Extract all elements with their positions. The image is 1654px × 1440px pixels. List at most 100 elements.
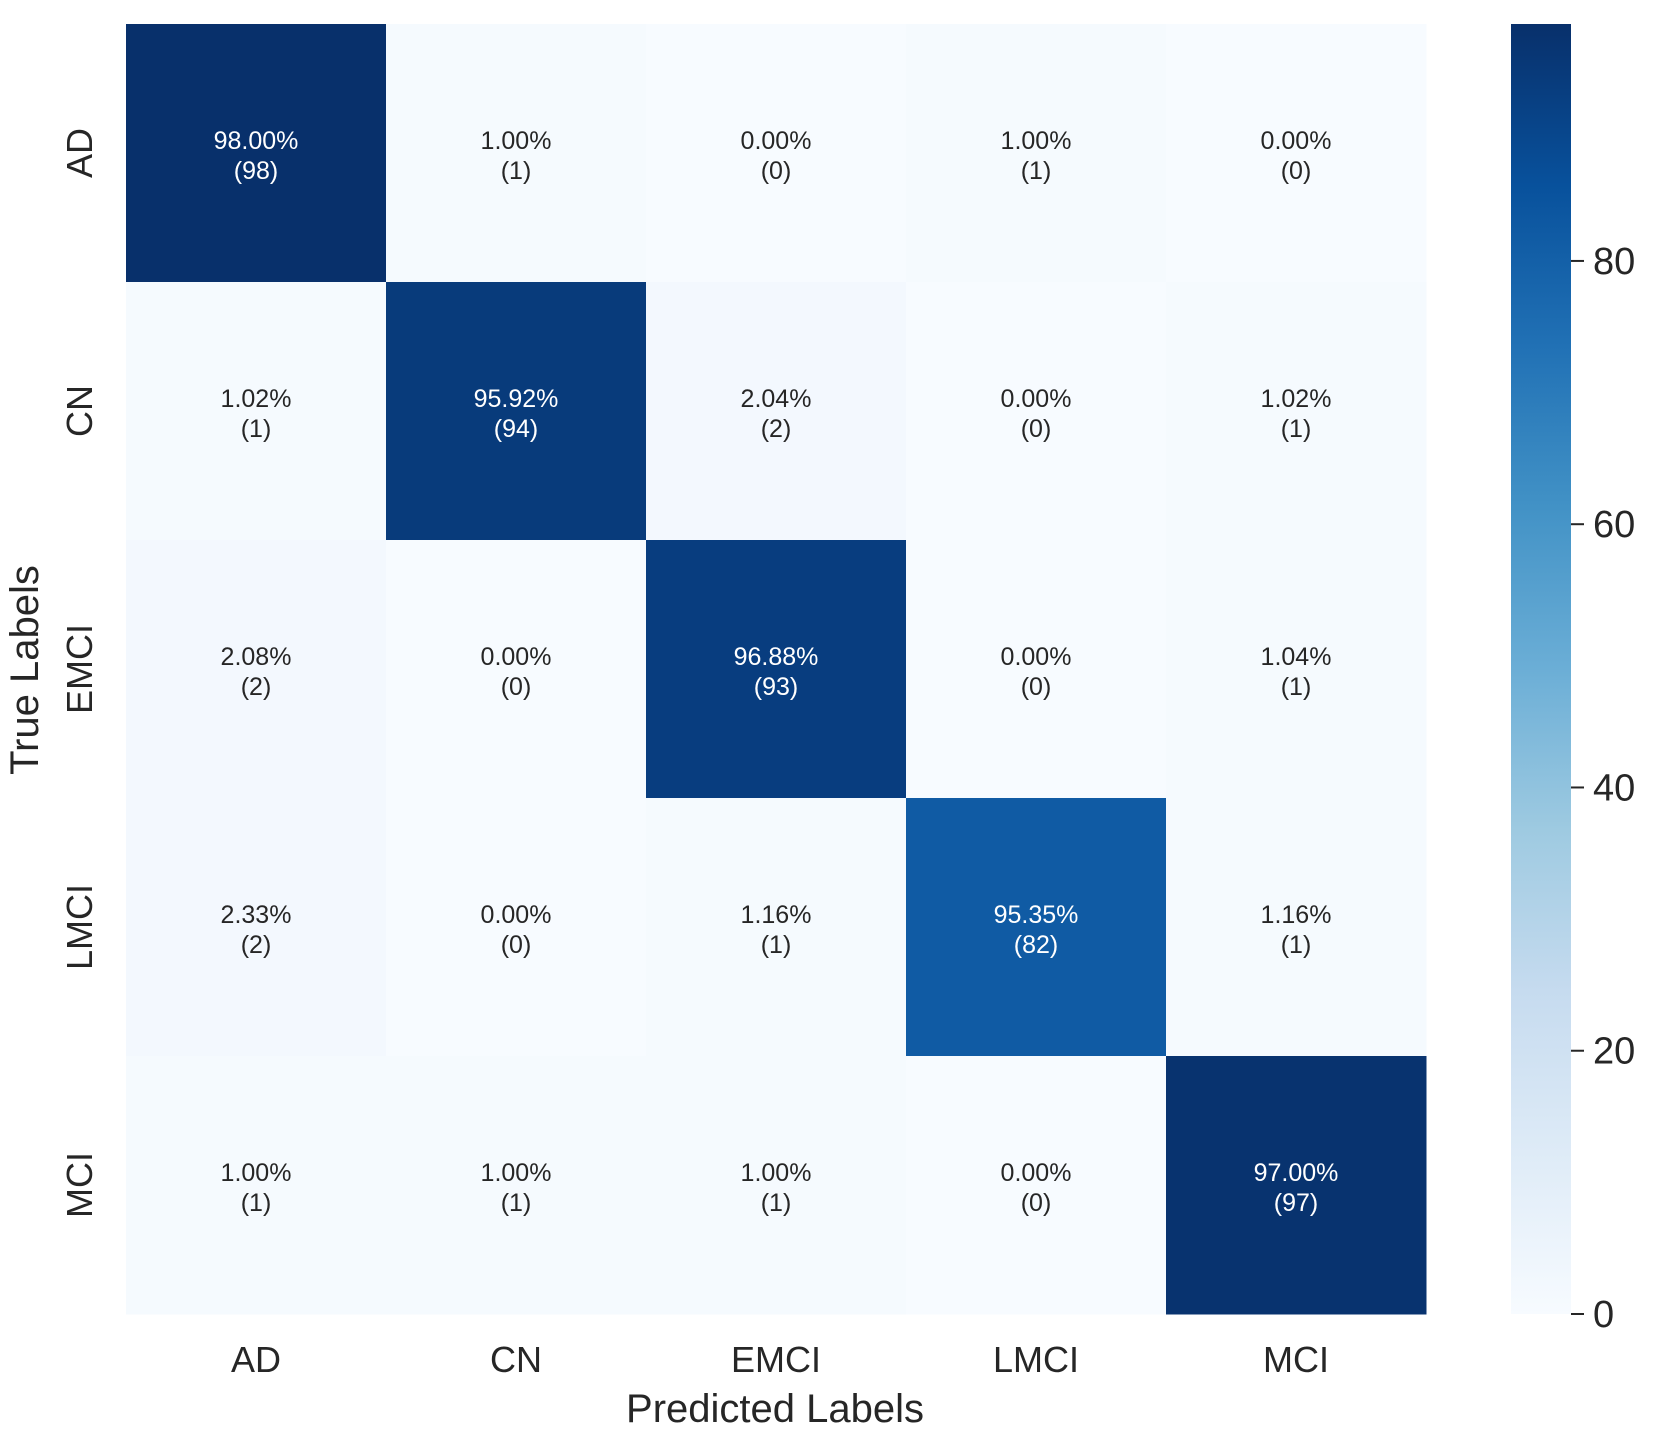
cell-count-label: (1) — [501, 157, 532, 185]
cell-count-label: (0) — [1021, 1189, 1052, 1217]
x-tick-label: EMCI — [731, 1339, 821, 1380]
heatmap-cell — [126, 540, 387, 799]
colorbar-tick-label: 20 — [1593, 1031, 1635, 1073]
heatmap-cell — [1166, 540, 1427, 799]
cell-percent-label: 0.00% — [1001, 1159, 1072, 1187]
heatmap-cell — [906, 798, 1167, 1057]
heatmap-cell — [1166, 1056, 1427, 1315]
heatmap-cell — [126, 24, 387, 283]
heatmap-cell — [126, 798, 387, 1057]
colorbar: 0 20 40 60 80 — [1511, 24, 1635, 1336]
heatmap-cell — [386, 798, 647, 1057]
cell-count-label: (2) — [241, 931, 272, 959]
x-tick-label: CN — [490, 1339, 542, 1380]
heatmap-cell — [386, 282, 647, 541]
cell-count-label: (98) — [234, 157, 278, 185]
x-tick-label: AD — [231, 1339, 281, 1380]
cell-annotations: 98.00%(98)1.00%(1)0.00%(0)1.00%(1)0.00%(… — [214, 127, 1339, 1217]
x-axis-title: Predicted Labels — [626, 1387, 924, 1431]
colorbar-tick-label: 80 — [1593, 241, 1635, 283]
heatmap-cell — [386, 1056, 647, 1315]
heatmap-cell — [1166, 24, 1427, 283]
cell-count-label: (94) — [494, 415, 538, 443]
cell-percent-label: 2.33% — [221, 901, 292, 929]
x-tick-label: MCI — [1263, 1339, 1329, 1380]
heatmap-cell — [386, 24, 647, 283]
cell-count-label: (0) — [1281, 157, 1312, 185]
cell-percent-label: 1.02% — [1261, 385, 1332, 413]
y-axis-ticks: AD CN EMCI LMCI MCI — [59, 128, 100, 1218]
cell-percent-label: 1.02% — [221, 385, 292, 413]
y-tick-label: EMCI — [59, 624, 100, 714]
cell-count-label: (2) — [241, 673, 272, 701]
cell-percent-label: 0.00% — [741, 127, 812, 155]
cell-count-label: (0) — [501, 673, 532, 701]
cell-percent-label: 0.00% — [1001, 643, 1072, 671]
cell-percent-label: 1.00% — [1001, 127, 1072, 155]
cell-percent-label: 1.00% — [481, 1159, 552, 1187]
cell-count-label: (0) — [761, 157, 792, 185]
heatmap-cell — [386, 540, 647, 799]
cell-percent-label: 98.00% — [214, 127, 299, 155]
x-tick-label: LMCI — [993, 1339, 1079, 1380]
cell-count-label: (93) — [754, 673, 798, 701]
cell-percent-label: 1.16% — [741, 901, 812, 929]
cell-percent-label: 2.08% — [221, 643, 292, 671]
cell-percent-label: 0.00% — [1001, 385, 1072, 413]
cell-percent-label: 1.04% — [1261, 643, 1332, 671]
cell-percent-label: 0.00% — [481, 643, 552, 671]
heatmap-cell — [646, 282, 907, 541]
heatmap-cell — [906, 540, 1167, 799]
cell-percent-label: 95.92% — [474, 385, 559, 413]
heatmap-cell — [126, 282, 387, 541]
heatmap-cell — [1166, 282, 1427, 541]
cell-percent-label: 1.00% — [221, 1159, 292, 1187]
cell-count-label: (1) — [1281, 415, 1312, 443]
cell-percent-label: 0.00% — [481, 901, 552, 929]
colorbar-ticks: 0 20 40 60 80 — [1571, 241, 1635, 1336]
cell-count-label: (1) — [761, 1189, 792, 1217]
cell-percent-label: 1.00% — [481, 127, 552, 155]
cell-percent-label: 1.16% — [1261, 901, 1332, 929]
heatmap-cell — [646, 540, 907, 799]
y-tick-label: MCI — [59, 1152, 100, 1218]
heatmap-cell — [906, 1056, 1167, 1315]
y-tick-label: CN — [59, 385, 100, 437]
cell-percent-label: 95.35% — [994, 901, 1079, 929]
heatmap-cell — [646, 24, 907, 283]
y-tick-label: AD — [59, 128, 100, 178]
y-axis-title: True Labels — [3, 565, 47, 775]
colorbar-gradient — [1511, 24, 1571, 1314]
cell-count-label: (1) — [1281, 673, 1312, 701]
cell-count-label: (1) — [241, 415, 272, 443]
cell-count-label: (1) — [501, 1189, 532, 1217]
cell-count-label: (0) — [501, 931, 532, 959]
colorbar-tick-label: 60 — [1593, 504, 1635, 546]
cell-count-label: (0) — [1021, 673, 1052, 701]
heatmap-cell — [906, 24, 1167, 283]
heatmap-cell — [906, 282, 1167, 541]
cell-count-label: (0) — [1021, 415, 1052, 443]
cell-percent-label: 2.04% — [741, 385, 812, 413]
cell-count-label: (1) — [241, 1189, 272, 1217]
cell-count-label: (1) — [761, 931, 792, 959]
heatmap-cell — [1166, 798, 1427, 1057]
heatmap-cell — [126, 1056, 387, 1315]
cell-count-label: (82) — [1014, 931, 1058, 959]
cell-percent-label: 1.00% — [741, 1159, 812, 1187]
cell-percent-label: 97.00% — [1254, 1159, 1339, 1187]
colorbar-tick-label: 0 — [1593, 1294, 1614, 1336]
cell-count-label: (1) — [1281, 931, 1312, 959]
cell-percent-label: 96.88% — [734, 643, 819, 671]
y-tick-label: LMCI — [59, 884, 100, 970]
cell-count-label: (1) — [1021, 157, 1052, 185]
cell-count-label: (2) — [761, 415, 792, 443]
x-axis-ticks: AD CN EMCI LMCI MCI — [231, 1339, 1329, 1380]
cell-percent-label: 0.00% — [1261, 127, 1332, 155]
heatmap-cells — [126, 24, 1427, 1315]
heatmap-cell — [646, 1056, 907, 1315]
colorbar-tick-label: 40 — [1593, 767, 1635, 809]
heatmap-cell — [646, 798, 907, 1057]
